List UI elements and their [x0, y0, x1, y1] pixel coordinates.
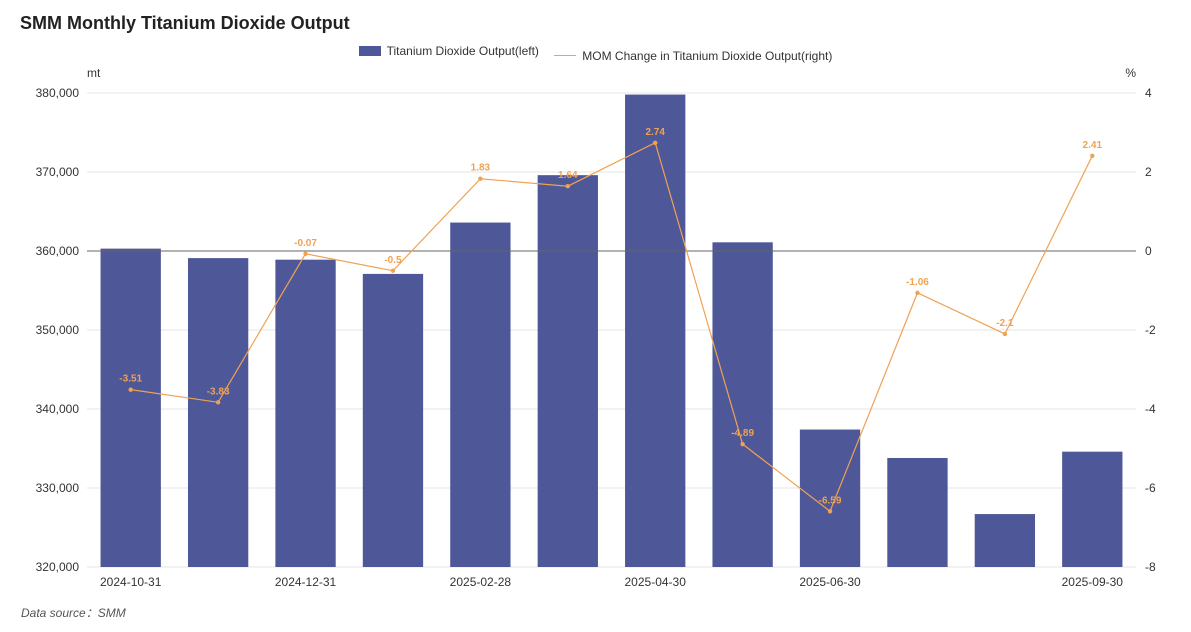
- legend-swatch-bar: [358, 46, 381, 56]
- mom-data-label: 2.41: [1083, 140, 1103, 151]
- mom-data-label: -1.06: [906, 277, 929, 288]
- y-left-tick-label: 340,000: [36, 402, 80, 416]
- mom-data-label: -4.89: [731, 428, 754, 439]
- mom-point: [215, 400, 221, 405]
- mom-data-label: -3.51: [119, 374, 142, 385]
- legend-swatch-line: [554, 55, 577, 56]
- chart-legend: Titanium Dioxide Output(left) MOM Change…: [0, 44, 1191, 63]
- mom-point: [1090, 153, 1095, 159]
- y-left-tick-label: 330,000: [36, 481, 80, 495]
- bar: [625, 94, 686, 567]
- x-tick-label: 2025-02-28: [450, 575, 512, 589]
- mom-line: [130, 141, 1093, 513]
- bar: [275, 259, 336, 567]
- bar: [537, 175, 598, 567]
- mom-data-label: -3.83: [207, 386, 230, 397]
- y-right-tick-label: 4: [1145, 86, 1152, 100]
- y-right-tick-label: -4: [1145, 402, 1156, 416]
- bar: [187, 258, 249, 567]
- bar: [450, 222, 511, 567]
- y-left-tick-label: 320,000: [36, 560, 80, 574]
- mom-point: [565, 184, 570, 189]
- mom-data-label: 2.74: [645, 127, 665, 138]
- bar: [1062, 451, 1123, 567]
- mom-data-label: 1.64: [558, 170, 578, 181]
- bar: [362, 273, 424, 567]
- y-right-tick-label: 2: [1145, 165, 1152, 179]
- mom-point: [303, 251, 308, 256]
- x-tick-label: 2025-09-30: [1062, 575, 1124, 589]
- y-left-unit: mt: [87, 66, 101, 80]
- x-tick-label: 2025-06-30: [799, 575, 861, 589]
- mom-data-label: 1.83: [471, 163, 491, 174]
- bar: [974, 514, 1036, 567]
- legend-item-output[interactable]: Titanium Dioxide Output(left): [358, 44, 539, 58]
- legend-item-mom[interactable]: MOM Change in Titanium Dioxide Output(ri…: [554, 49, 832, 63]
- legend-label-mom: MOM Change in Titanium Dioxide Output(ri…: [582, 48, 833, 63]
- mom-point: [128, 387, 133, 392]
- mom-point: [653, 140, 658, 145]
- y-right-tick-label: -8: [1145, 560, 1156, 574]
- y-right-tick-label: -2: [1145, 323, 1156, 337]
- bar: [887, 457, 948, 567]
- x-tick-label: 2025-04-30: [625, 575, 687, 589]
- mom-point: [915, 290, 920, 296]
- mom-point: [827, 509, 833, 514]
- mom-data-label: -6.59: [819, 495, 842, 506]
- mom-data-label: -0.5: [384, 255, 402, 266]
- x-tick-label: 2024-12-31: [275, 575, 337, 589]
- bar: [712, 242, 773, 567]
- mom-data-label: -0.07: [294, 238, 317, 249]
- y-left-tick-label: 360,000: [36, 244, 80, 258]
- y-left-tick-label: 370,000: [36, 165, 80, 179]
- legend-label-output: Titanium Dioxide Output(left): [386, 44, 539, 58]
- mom-data-label: -2.1: [996, 318, 1014, 329]
- y-right-tick-label: 0: [1145, 244, 1152, 258]
- bar: [100, 248, 161, 567]
- mom-point: [390, 268, 396, 273]
- y-right-unit: %: [1125, 66, 1136, 80]
- data-source-note: Data source：SMM: [21, 606, 126, 620]
- bar: [799, 429, 861, 567]
- mom-point: [740, 441, 745, 447]
- y-left-tick-label: 380,000: [36, 86, 80, 100]
- x-tick-label: 2024-10-31: [100, 575, 162, 589]
- y-right-tick-label: -6: [1145, 481, 1156, 495]
- mom-point: [1002, 331, 1008, 337]
- chart-title: SMM Monthly Titanium Dioxide Output: [20, 13, 350, 33]
- mom-point: [478, 176, 483, 181]
- y-left-tick-label: 350,000: [36, 323, 80, 337]
